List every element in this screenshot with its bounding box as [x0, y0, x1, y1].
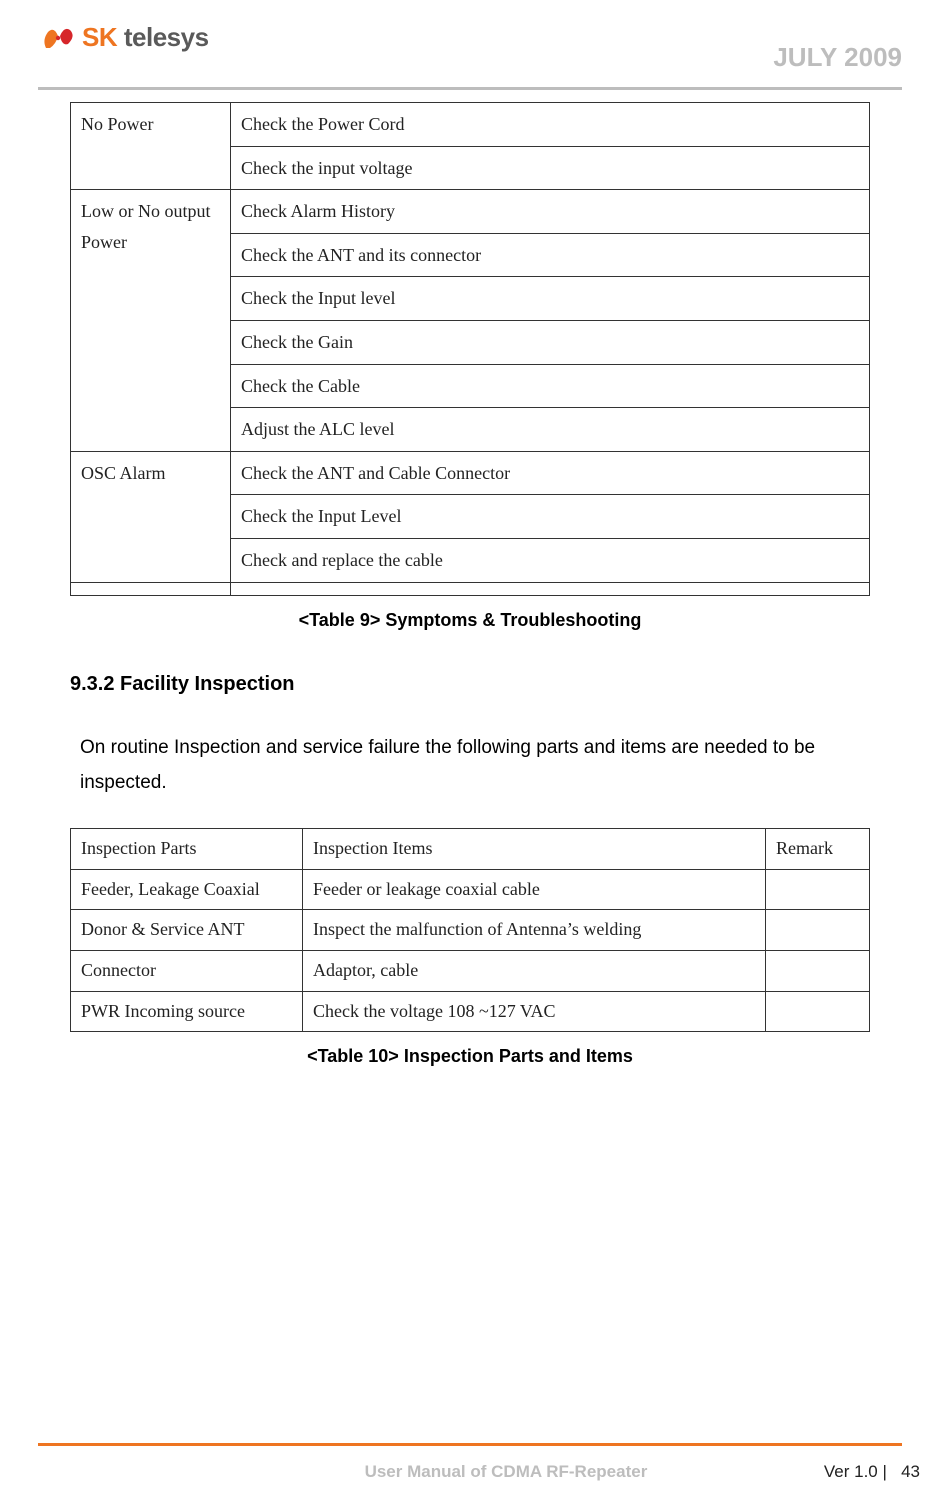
footer-version: Ver 1.0 | [824, 1462, 887, 1481]
action-cell: Check the ANT and its connector [231, 233, 870, 277]
table-row: Inspection Parts Inspection Items Remark [71, 828, 870, 869]
inspection-table: Inspection Parts Inspection Items Remark… [70, 828, 870, 1032]
table-row: OSC Alarm Check the ANT and Cable Connec… [71, 451, 870, 495]
table-row: No Power Check the Power Cord [71, 103, 870, 147]
table-row: Donor & Service ANT Inspect the malfunct… [71, 910, 870, 951]
parts-cell: Connector [71, 950, 303, 991]
footer-rule [38, 1443, 902, 1446]
remark-cell [766, 950, 870, 991]
symptom-cell: Low or No output Power [71, 190, 231, 452]
footer-version-page: Ver 1.0 | 43 [824, 1462, 920, 1482]
table-row [71, 582, 870, 595]
table-row: PWR Incoming source Check the voltage 10… [71, 991, 870, 1032]
footer-title: User Manual of CDMA RF-Repeater [365, 1462, 648, 1482]
symptoms-table: No Power Check the Power Cord Check the … [70, 102, 870, 596]
action-cell: Check the Gain [231, 320, 870, 364]
symptom-cell: OSC Alarm [71, 451, 231, 582]
table-row: Feeder, Leakage Coaxial Feeder or leakag… [71, 869, 870, 910]
symptom-cell: No Power [71, 103, 231, 190]
items-cell: Adaptor, cable [303, 950, 766, 991]
header-cell: Remark [766, 828, 870, 869]
header-date: JULY 2009 [773, 42, 902, 73]
table9-caption: <Table 9> Symptoms & Troubleshooting [70, 610, 870, 631]
section-body: On routine Inspection and service failur… [70, 730, 870, 800]
symptom-cell [71, 582, 231, 595]
header-cell: Inspection Items [303, 828, 766, 869]
logo-text: SK telesys [82, 22, 209, 53]
table-row: Low or No output Power Check Alarm Histo… [71, 190, 870, 234]
action-cell: Check the ANT and Cable Connector [231, 451, 870, 495]
action-cell: Check Alarm History [231, 190, 870, 234]
footer-page: 43 [901, 1462, 920, 1481]
action-cell: Check the Cable [231, 364, 870, 408]
logo-text-rest: telesys [117, 22, 208, 52]
logo-text-sk: SK [82, 22, 117, 52]
action-cell: Adjust the ALC level [231, 408, 870, 452]
action-cell: Check the Input Level [231, 495, 870, 539]
action-cell: Check the Power Cord [231, 103, 870, 147]
items-cell: Inspect the malfunction of Antenna’s wel… [303, 910, 766, 951]
table10-caption: <Table 10> Inspection Parts and Items [70, 1046, 870, 1067]
action-cell: Check and replace the cable [231, 538, 870, 582]
section-heading: 9.3.2 Facility Inspection [70, 673, 870, 696]
remark-cell [766, 910, 870, 951]
action-cell [231, 582, 870, 595]
items-cell: Check the voltage 108 ~127 VAC [303, 991, 766, 1032]
action-cell: Check the Input level [231, 277, 870, 321]
page-content: No Power Check the Power Cord Check the … [0, 90, 940, 1067]
items-cell: Feeder or leakage coaxial cable [303, 869, 766, 910]
parts-cell: Donor & Service ANT [71, 910, 303, 951]
parts-cell: Feeder, Leakage Coaxial [71, 869, 303, 910]
page-footer: User Manual of CDMA RF-Repeater Ver 1.0 … [38, 1462, 920, 1482]
header-cell: Inspection Parts [71, 828, 303, 869]
logo: SK telesys [38, 18, 209, 56]
remark-cell [766, 869, 870, 910]
action-cell: Check the input voltage [231, 146, 870, 190]
remark-cell [766, 991, 870, 1032]
table-row: Connector Adaptor, cable [71, 950, 870, 991]
butterfly-icon [38, 18, 78, 56]
parts-cell: PWR Incoming source [71, 991, 303, 1032]
page-header: SK telesys JULY 2009 [0, 0, 940, 81]
